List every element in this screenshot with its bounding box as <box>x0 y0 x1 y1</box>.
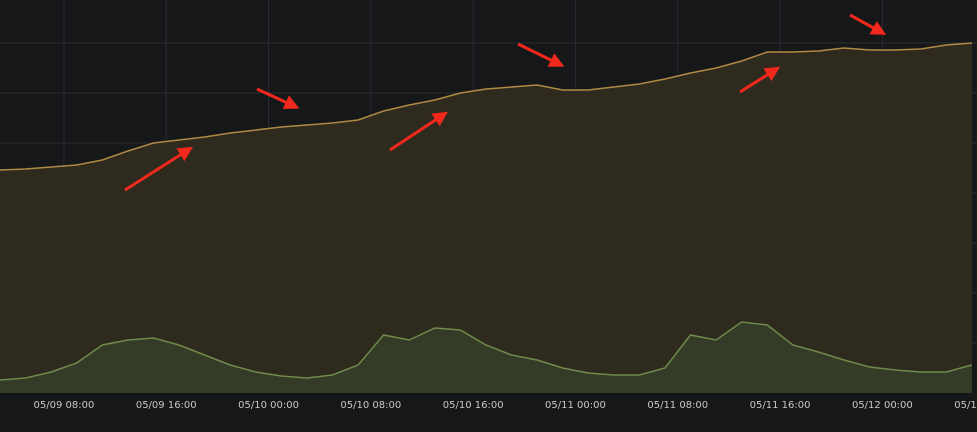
series-line <box>0 321 973 381</box>
plot <box>0 42 973 393</box>
arrow <box>256 87 300 110</box>
annotations <box>124 13 887 192</box>
area-fill <box>0 322 972 393</box>
x-tick-label: 05/11 00:00 <box>545 400 606 411</box>
x-tick-label: 05/10 16:00 <box>443 400 504 411</box>
x-tick-label: 05/09 16:00 <box>136 400 197 411</box>
arrow <box>849 13 887 35</box>
x-tick-label: 05/09 08:00 <box>34 400 95 411</box>
x-tick-label: 05/10 00:00 <box>238 400 299 411</box>
x-tick-label: 05/12 08:00 <box>954 400 977 411</box>
arrow <box>124 146 194 192</box>
arrow <box>739 66 781 94</box>
x-tick-label: 05/12 00:00 <box>852 400 913 411</box>
x-tick-label: 05/10 08:00 <box>340 400 401 411</box>
arrow <box>517 42 565 67</box>
arrow <box>389 111 449 152</box>
x-tick-label: 05/11 08:00 <box>647 400 708 411</box>
series-line <box>0 42 972 171</box>
area-fill <box>0 43 972 393</box>
x-tick-label: 05/11 16:00 <box>750 400 811 411</box>
